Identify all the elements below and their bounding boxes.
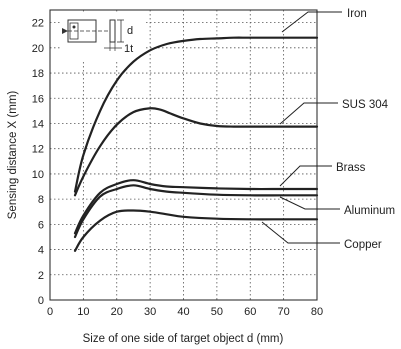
series-line-sus-304 [73, 107, 319, 197]
leader-line-sus-304 [279, 102, 338, 125]
sensor-indicator [72, 25, 76, 29]
y-tick-label: 14 [32, 118, 44, 130]
series-label-copper: Copper [344, 239, 382, 251]
x-axis-label: Size of one side of target object d (mm) [83, 333, 284, 345]
x-tick-label: 60 [244, 306, 256, 318]
y-tick-label: 12 [32, 144, 44, 156]
dimension-t-label: 1t [124, 43, 133, 55]
y-tick-label: 2 [38, 270, 44, 282]
leader-line-aluminum [279, 196, 340, 210]
series-line-copper [73, 209, 319, 252]
series-labels: Iron SUS 304 Brass Aluminum Copper [261, 8, 395, 251]
leader-line-brass [279, 165, 332, 187]
leader-line-iron [281, 11, 342, 33]
series-line-aluminum [73, 184, 319, 239]
x-tick-label: 0 [47, 306, 53, 318]
y-tick-label: 0 [38, 295, 44, 307]
y-tick-label: 6 [38, 219, 44, 231]
dimension-d-label: d [127, 25, 133, 37]
series-label-aluminum: Aluminum [344, 205, 395, 217]
x-tick-label: 80 [311, 306, 323, 318]
leader-line-copper [261, 221, 340, 244]
series-line-iron [73, 36, 319, 193]
target-diagram-inset: d 1t [60, 12, 144, 60]
series [73, 36, 319, 252]
x-tick-label: 70 [278, 306, 290, 318]
x-tick-label: 50 [211, 306, 223, 318]
y-tick-label: 10 [32, 169, 44, 181]
sensor-tip [62, 28, 68, 34]
plot-frame [49, 9, 318, 301]
series-label-iron: Iron [347, 8, 367, 20]
target-plate [109, 19, 116, 43]
tick-labels: 0 10 20 30 40 50 60 70 80 0 2 4 6 8 10 12 14 16 18 20 22 [32, 18, 323, 318]
grid [50, 10, 317, 300]
series-line-brass [73, 179, 319, 235]
x-tick-label: 40 [177, 306, 189, 318]
series-label-brass: Brass [336, 162, 366, 174]
y-tick-label: 8 [38, 194, 44, 206]
y-tick-label: 4 [38, 245, 44, 257]
y-axis-label: Sensing distance X (mm) [7, 91, 19, 220]
y-tick-label: 18 [32, 68, 44, 80]
x-tick-label: 10 [77, 306, 89, 318]
y-tick-label: 22 [32, 18, 44, 30]
y-tick-label: 20 [32, 43, 44, 55]
series-label-sus-304: SUS 304 [342, 99, 389, 111]
x-tick-label: 30 [144, 306, 156, 318]
y-tick-label: 16 [32, 93, 44, 105]
x-tick-label: 20 [111, 306, 123, 318]
